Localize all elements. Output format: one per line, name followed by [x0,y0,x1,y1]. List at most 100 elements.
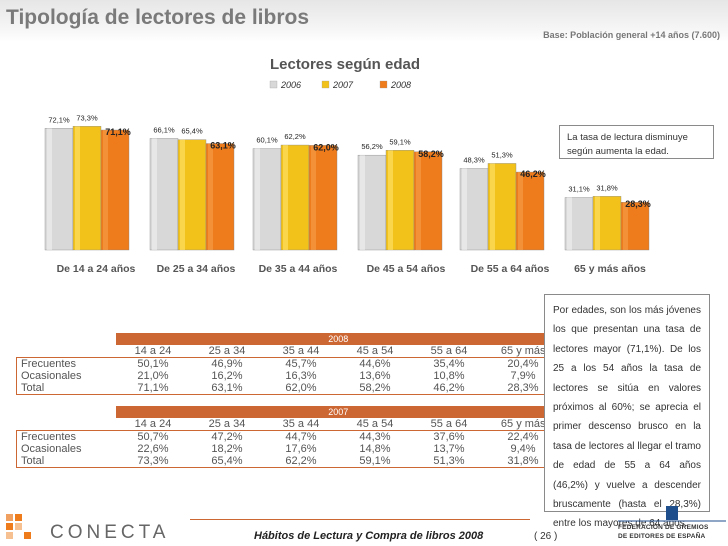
footer-divider [190,519,530,520]
row-label: Total [21,382,45,394]
bar-highlight [462,168,467,250]
cell: 18,2% [211,443,243,455]
table-2007-year: 2007 [116,406,561,418]
logo-square [15,523,22,530]
bar-data-label: 46,2% [520,169,546,179]
title-bar [0,0,728,42]
bar-highlight [595,196,600,250]
col-header: 25 a 34 [190,418,264,431]
row-label: Frecuentes [21,358,77,370]
category-label: De 45 a 54 años [367,263,446,275]
bar-highlight [255,148,260,250]
bar-data-label: 62,0% [313,142,339,152]
age-bar-chart: Lectores según edad 2006 2007 2008 72,1% 73,3… [44,56,651,275]
cell: 9,4% [510,443,536,455]
table-row: Frecuentes 50,7% 47,2% 44,7% 44,3% 37,6%… [17,431,561,444]
row-label: Total [21,455,45,467]
bar-highlight [416,151,421,250]
bar-highlight [47,128,52,250]
bar-highlight [180,139,185,250]
bar-data-label: 60,1% [256,136,278,145]
logo-square [6,523,13,530]
legend-swatch [269,80,278,89]
cell: 62,2% [285,455,317,467]
cell: 22,6% [137,443,169,455]
logo-square [6,532,13,539]
table-row: Ocasionales 22,6% 18,2% 17,6% 14,8% 13,7… [17,443,561,455]
bar-highlight [360,155,365,250]
cell: 59,1% [359,455,391,467]
legend-label: 2008 [390,80,411,90]
bar-data-label: 66,1% [153,125,175,134]
col-header: 55 a 64 [412,418,486,431]
col-header: 25 a 34 [190,345,264,358]
cell: 65,4% [211,455,243,467]
col-header: 14 a 24 [116,345,190,358]
category-label: De 25 a 34 años [157,263,236,275]
footer-title: Hábitos de Lectura y Compra de libros 20… [254,530,484,542]
table-row: Total 73,3% 65,4% 62,2% 59,1% 51,3% 31,8… [17,455,561,468]
cell: 16,3% [285,370,317,382]
bar-highlight [152,138,157,250]
federacion-line2: DE EDITORES DE ESPAÑA [618,533,706,540]
col-header: 45 a 54 [338,345,412,358]
cell: 35,4% [433,358,465,370]
cell: 16,2% [211,370,243,382]
cell: 62,0% [285,382,317,394]
col-header: 35 a 44 [264,418,338,431]
bar-highlight [518,172,523,250]
col-header: 55 a 64 [412,345,486,358]
logo-square [6,514,13,521]
cell: 51,3% [433,455,465,467]
table-row: Frecuentes 50,1% 46,9% 45,7% 44,6% 35,4%… [17,358,561,371]
cell: 13,7% [433,443,465,455]
bar-highlight [208,143,213,250]
bar-data-label: 62,2% [284,132,306,141]
bar-highlight [388,150,393,250]
cell: 45,7% [285,358,317,370]
base-note: Base: Población general +14 años (7.600) [543,30,720,40]
col-header: 45 a 54 [338,418,412,431]
bar-data-label: 51,3% [491,150,513,159]
conecta-logo-text: CONECTA [50,522,169,543]
bar-data-label: 72,1% [48,115,70,124]
bar-data-label: 48,3% [463,155,485,164]
legend-label: 2006 [280,80,301,90]
bar-highlight [75,126,80,250]
bar-data-label: 65,4% [181,127,203,136]
table-2008-year: 2008 [116,333,561,345]
callout-age-summary: Por edades, son los más jóvenes los que … [544,294,710,529]
cell: 71,1% [137,382,169,394]
category-label: De 55 a 64 años [471,263,550,275]
cell: 31,8% [507,455,539,467]
bar-data-label: 63,1% [210,141,236,151]
cell: 46,9% [211,358,243,370]
cell: 73,3% [137,455,169,467]
federacion-line1: FEDERACIÓN DE GREMIOS [618,524,709,531]
bar-data-label: 56,2% [361,142,383,151]
table-row: Ocasionales 21,0% 16,2% 16,3% 13,6% 10,8… [17,370,561,382]
cell: 21,0% [137,370,169,382]
bar-highlight [311,145,316,250]
bar-highlight [103,130,108,250]
cell: 50,7% [137,431,169,443]
legend-label: 2007 [332,80,354,90]
page-title: Tipología de lectores de libros [6,6,310,29]
table-2008: 2008 14 a 24 25 a 34 35 a 44 45 a 54 55 … [16,333,561,395]
legend-swatch [321,80,330,89]
cell: 44,7% [285,431,317,443]
cell: 50,1% [137,358,169,370]
bar-data-label: 73,3% [76,113,98,122]
col-header: 35 a 44 [264,345,338,358]
cell: 37,6% [433,431,465,443]
cell: 7,9% [510,370,536,382]
row-label: Ocasionales [21,370,82,382]
cell: 58,2% [359,382,391,394]
bar-data-label: 71,1% [105,127,131,137]
bar-data-label: 28,3% [625,199,651,209]
category-label: 65 y más años [574,263,646,275]
bar-highlight [283,145,288,250]
col-header: 65 y más [486,345,561,358]
cell: 20,4% [507,358,539,370]
bar-data-label: 31,1% [568,185,590,194]
